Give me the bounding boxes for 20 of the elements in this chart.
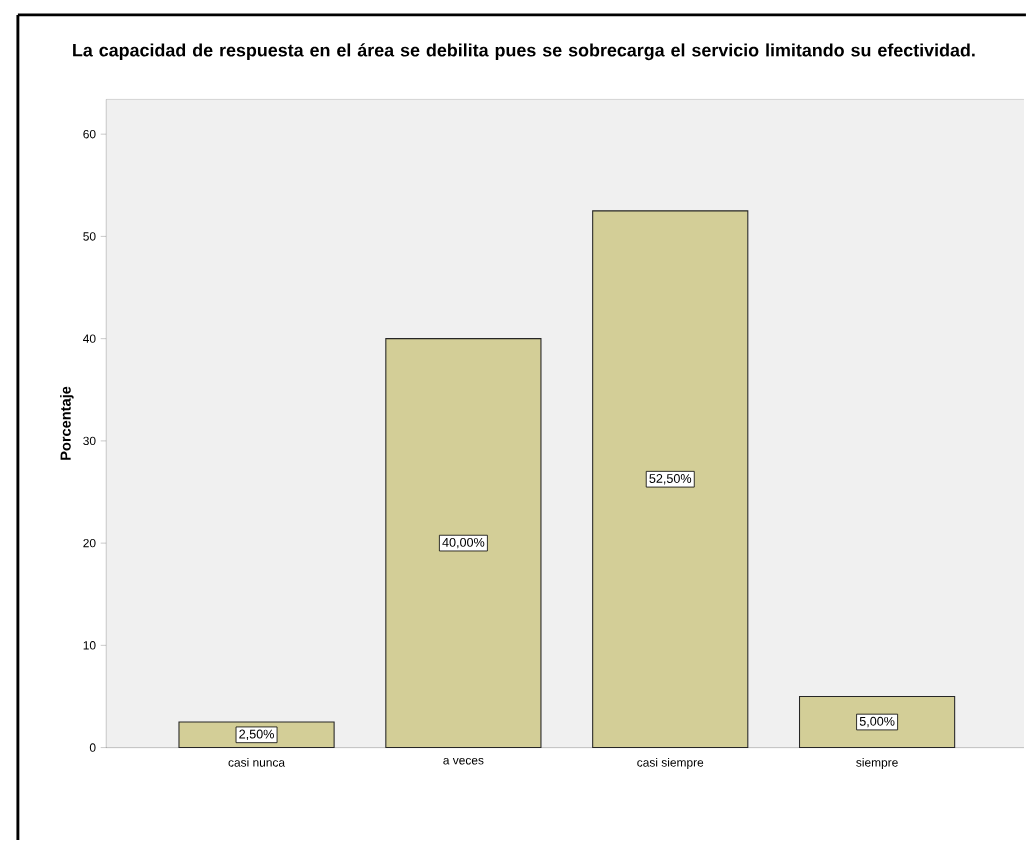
bar [798,695,956,748]
data-label: 40,00% [442,537,485,549]
x-tick-label: casi nunca [228,757,286,767]
y-tick-label: 50 [83,231,96,241]
bar [385,337,542,748]
y-tick-label: 10 [83,640,96,650]
data-label: 5,00% [859,716,895,727]
y-tick-label: 20 [83,538,96,548]
y-tick-label: 40 [83,334,96,343]
y-tick-label: 60 [83,129,96,139]
x-tick-label: casi siempre [637,757,704,769]
bar [592,210,749,748]
y-tick-label: 0 [89,743,96,752]
y-tick-label: 30 [83,436,96,445]
data-label: 52,50% [649,473,692,485]
x-tick-label: siempre [856,757,898,769]
y-axis-title: Porcentaje [60,386,74,460]
data-label: 2,50% [239,729,274,740]
x-tick-label: a veces [443,757,484,765]
chart-title: La capacidad de respuesta en el área se debilita pues se sobrecarga el servicio limitando su efectividad. [73,43,975,60]
